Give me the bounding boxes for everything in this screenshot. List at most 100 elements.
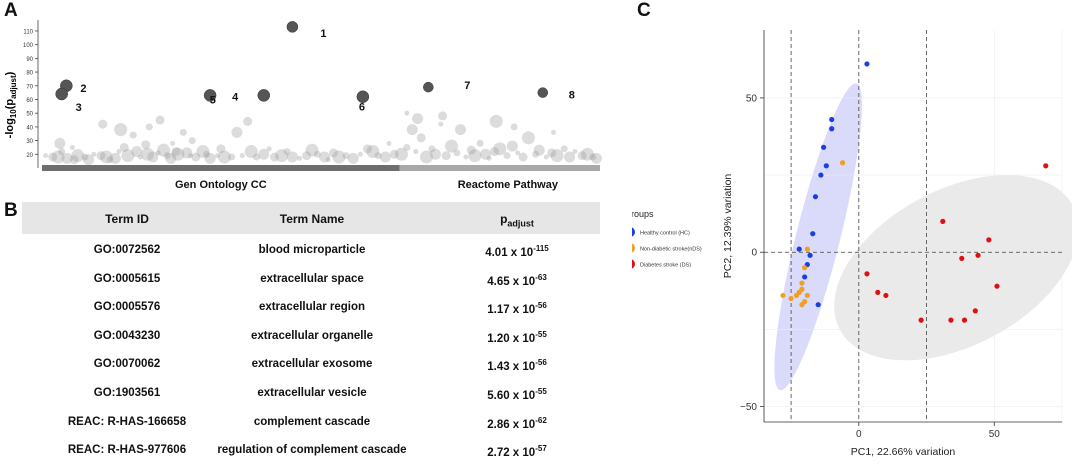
y-tick-label: 0	[751, 248, 757, 259]
background-point	[170, 140, 176, 146]
background-point	[98, 119, 108, 129]
y-tick-label: 90	[26, 57, 33, 63]
background-point	[577, 151, 587, 161]
cell-term-id: GO:1903561	[93, 387, 161, 399]
y-tick-label: 100	[23, 43, 34, 49]
panel-label-a: A	[4, 0, 18, 21]
cell-term-name: extracellular region	[258, 301, 366, 314]
p-value-mantissa: 1.17 x 10	[487, 304, 536, 317]
pca-point-series-3	[875, 289, 881, 295]
background-point	[332, 150, 346, 164]
table-row: GO:0070062 extracellular exosome 1.43 x 10…	[22, 350, 600, 379]
background-point	[109, 152, 121, 164]
background-point	[147, 151, 159, 163]
background-point	[129, 131, 137, 139]
background-point	[416, 133, 426, 143]
cell-term-id: REAC: R-HAS-977606	[67, 444, 187, 457]
background-point	[171, 147, 181, 157]
background-point	[69, 155, 79, 165]
background-point	[244, 145, 258, 159]
cell-term-name: complement cascade	[253, 415, 371, 428]
p-value-exponent: -56	[535, 358, 547, 368]
manhattan-y-label: -log10(padjust)	[4, 71, 18, 138]
background-point	[204, 152, 216, 164]
manhattan-background-points	[43, 110, 602, 166]
manhattan-highlighted-points: 1 2 3 4 5 6 7 8	[55, 21, 575, 114]
hc-ellipse	[774, 83, 862, 391]
background-point	[441, 151, 451, 161]
y-tick-label: 110	[23, 29, 33, 35]
background-point	[275, 149, 289, 163]
pca-point-series-3	[948, 317, 954, 323]
background-point	[412, 113, 424, 125]
background-point	[357, 151, 363, 157]
x-tick-label: 0	[856, 429, 862, 440]
background-point	[515, 150, 521, 156]
enrichment-table: Term ID Term Name padjust GO:0072562 bloo…	[22, 202, 600, 460]
cell-p-adjust: 4.01 x 10-115	[432, 244, 602, 259]
background-point	[286, 151, 298, 163]
pca-point-series-3	[986, 237, 992, 243]
background-point	[466, 145, 476, 155]
pca-point-series-2	[780, 292, 786, 299]
table-row: GO:0005615 extracellular space 4.65 x 10-6…	[22, 265, 600, 294]
pca-point-series-3	[1043, 163, 1049, 169]
background-point	[313, 150, 321, 158]
background-point	[550, 149, 564, 163]
highlighted-label-3: 3	[76, 102, 82, 114]
p-value-exponent: -57	[535, 444, 547, 454]
cell-term-id: GO:0072562	[93, 244, 161, 256]
background-point	[119, 142, 129, 152]
pca-point-series-1	[807, 252, 813, 258]
highlighted-point-7	[423, 81, 434, 93]
cell-term-id: REAC: R-HAS-166658	[67, 415, 187, 428]
y-tick-label: 40	[26, 125, 33, 131]
cell-p-adjust: 4.65 x 10-63	[432, 273, 602, 288]
highlighted-point-8	[537, 87, 549, 98]
highlighted-label-6: 6	[359, 102, 365, 114]
background-point	[187, 153, 193, 159]
background-point	[216, 144, 226, 154]
cell-term-name: regulation of complement cascade	[217, 444, 407, 457]
background-point	[429, 148, 441, 160]
p-value-mantissa: 5.60 x 10	[487, 389, 536, 402]
pca-axes: 0 50 −50 0 50 PC1, 22.66% variation PC2, 12.39…	[722, 30, 1062, 458]
y-axis-label: PC2, 12.39% variation	[722, 174, 734, 279]
cell-p-adjust: 1.20 x 10-55	[432, 330, 602, 345]
background-point	[389, 149, 399, 159]
cell-term-id: GO:0070062	[93, 358, 161, 371]
background-point	[347, 152, 359, 164]
background-point	[155, 115, 165, 125]
background-point	[453, 149, 461, 157]
background-point	[319, 151, 331, 163]
background-point	[155, 150, 161, 156]
background-point	[283, 148, 291, 156]
background-point	[48, 152, 58, 162]
highlighted-label-8: 8	[569, 90, 575, 102]
background-point	[489, 114, 503, 128]
table-row: GO:1903561 extracellular vesicle 5.60 x 10…	[22, 379, 600, 408]
background-point	[329, 148, 339, 158]
pca-point-series-2	[788, 295, 794, 302]
background-point	[91, 151, 97, 157]
y-tick-label: 50	[26, 112, 33, 118]
header-p-adjust: padjust	[432, 212, 602, 228]
background-point	[121, 149, 135, 163]
background-point	[521, 131, 535, 145]
background-point	[297, 155, 303, 161]
p-value-mantissa: 2.86 x 10	[487, 418, 536, 431]
background-point	[61, 152, 73, 164]
cell-term-name: extracellular exosome	[251, 358, 373, 371]
cell-term-id: GO:0005615	[93, 272, 161, 285]
background-point	[403, 143, 411, 151]
background-point	[157, 143, 171, 157]
pca-point-series-1	[821, 144, 827, 150]
highlighted-point-6	[356, 90, 370, 103]
y-tick-label: 80	[26, 71, 33, 77]
background-point	[438, 111, 448, 121]
pca-point-series-3	[975, 252, 981, 258]
background-point	[145, 123, 153, 131]
pca-point-series-1	[812, 194, 819, 200]
pca-point-series-2	[802, 265, 808, 271]
background-point	[81, 153, 89, 161]
